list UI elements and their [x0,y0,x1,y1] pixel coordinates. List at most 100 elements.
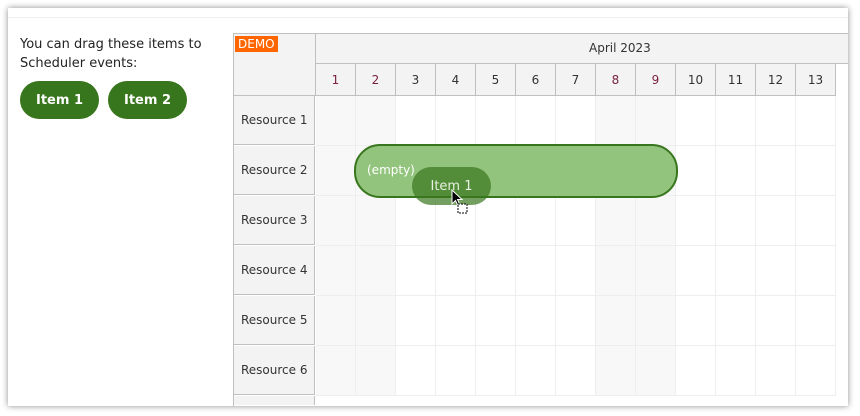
grid-cell[interactable] [796,296,836,346]
resource-row-header [234,396,315,405]
grid-cell[interactable] [796,346,836,396]
grid-cell[interactable] [636,96,676,146]
grid-cell[interactable] [356,246,396,296]
grid-cell[interactable] [756,96,796,146]
grid-cell[interactable] [516,346,556,396]
grid-cell[interactable] [356,296,396,346]
day-header: 9 [636,64,676,96]
grid-cell[interactable] [436,346,476,396]
grid-cell[interactable] [396,346,436,396]
grid-cell[interactable] [596,196,636,246]
grid-cell[interactable] [716,196,756,246]
day-header: 8 [596,64,636,96]
grid-cell[interactable] [756,146,796,196]
grid-cell[interactable] [516,246,556,296]
draggable-item-1[interactable]: Item 1 [20,81,99,119]
grid-cell[interactable] [716,146,756,196]
grid-cell[interactable] [556,196,596,246]
resource-row-header: Resource 5 [234,296,315,345]
grid-cell[interactable] [636,196,676,246]
grid-cell[interactable] [476,246,516,296]
grid-cell[interactable] [316,296,356,346]
day-header: 7 [556,64,596,96]
grid-cell[interactable] [796,246,836,296]
grid-cell[interactable] [396,196,436,246]
grid-cell[interactable] [676,196,716,246]
day-header: 13 [796,64,836,96]
grid-cell[interactable] [476,346,516,396]
grid-cell[interactable] [396,246,436,296]
grid-cell[interactable] [556,246,596,296]
grid-cell[interactable] [636,296,676,346]
grid-cell[interactable] [796,146,836,196]
grid-cell[interactable] [356,346,396,396]
day-header: 1 [316,64,356,96]
scheduler-corner: DEMO [234,34,316,96]
grid-cell[interactable] [396,296,436,346]
resource-row-header: Resource 4 [234,246,315,295]
grid-cell[interactable] [716,346,756,396]
day-header: 3 [396,64,436,96]
resource-row-header: Resource 1 [234,96,315,145]
month-label: April 2023 [589,41,651,55]
month-header: April 2023 [316,34,848,64]
grid-cell[interactable] [716,96,756,146]
grid-cell[interactable] [636,346,676,396]
grid-cell[interactable] [756,346,796,396]
grid-cell[interactable] [356,96,396,146]
grid-cell[interactable] [796,196,836,246]
grid-cell[interactable] [436,296,476,346]
day-header: 11 [716,64,756,96]
grid-cell[interactable] [676,346,716,396]
event-text: (empty) [367,163,415,177]
grid-cell[interactable] [476,196,516,246]
grid-cell[interactable] [596,296,636,346]
grid-cell[interactable] [756,246,796,296]
grid-cell[interactable] [556,346,596,396]
grid-cell[interactable] [436,96,476,146]
grid-cell[interactable] [316,346,356,396]
demo-badge: DEMO [235,36,278,52]
scheduler: DEMO April 2023 1 2 3 4 5 6 7 8 9 10 11 12 13 Resourc… [233,33,848,406]
grid-cell[interactable] [716,296,756,346]
grid-cell[interactable] [476,296,516,346]
grid-cell[interactable] [436,246,476,296]
page-frame: You can drag these items to Scheduler ev… [8,8,848,406]
grid-cell[interactable] [596,346,636,396]
grid-cell[interactable] [316,196,356,246]
grid-cell[interactable] [636,246,676,296]
divider [8,17,848,18]
grid-cell[interactable] [716,246,756,296]
resource-row-header: Resource 3 [234,196,315,245]
grid-cell[interactable] [676,146,716,196]
grid-cell[interactable] [316,96,356,146]
grid-cell[interactable] [516,296,556,346]
grid-cell[interactable] [476,96,516,146]
grid-cell[interactable] [596,96,636,146]
draggable-item-2[interactable]: Item 2 [108,81,187,119]
grid-cell[interactable] [676,296,716,346]
resource-row-header: Resource 2 [234,146,315,195]
grid-cell[interactable] [756,196,796,246]
grid-cell[interactable] [676,96,716,146]
grid-cell[interactable] [516,96,556,146]
day-header: 5 [476,64,516,96]
day-header: 6 [516,64,556,96]
grid-cell[interactable] [316,146,356,196]
grid-cell[interactable] [676,246,716,296]
grid-cell[interactable] [556,96,596,146]
scheduler-event[interactable]: (empty) [354,144,678,198]
grid-cell[interactable] [556,296,596,346]
grid-cell[interactable] [356,196,396,246]
grid-cell[interactable] [436,196,476,246]
grid-cell[interactable] [396,96,436,146]
grid-cell[interactable] [316,246,356,296]
grid-cell[interactable] [516,196,556,246]
day-header: 12 [756,64,796,96]
day-header: 2 [356,64,396,96]
grid-cell[interactable] [596,246,636,296]
intro-text: You can drag these items to Scheduler ev… [20,37,202,71]
grid-cell[interactable] [756,296,796,346]
drag-cursor-icon [451,189,468,214]
grid-cell[interactable] [796,96,836,146]
